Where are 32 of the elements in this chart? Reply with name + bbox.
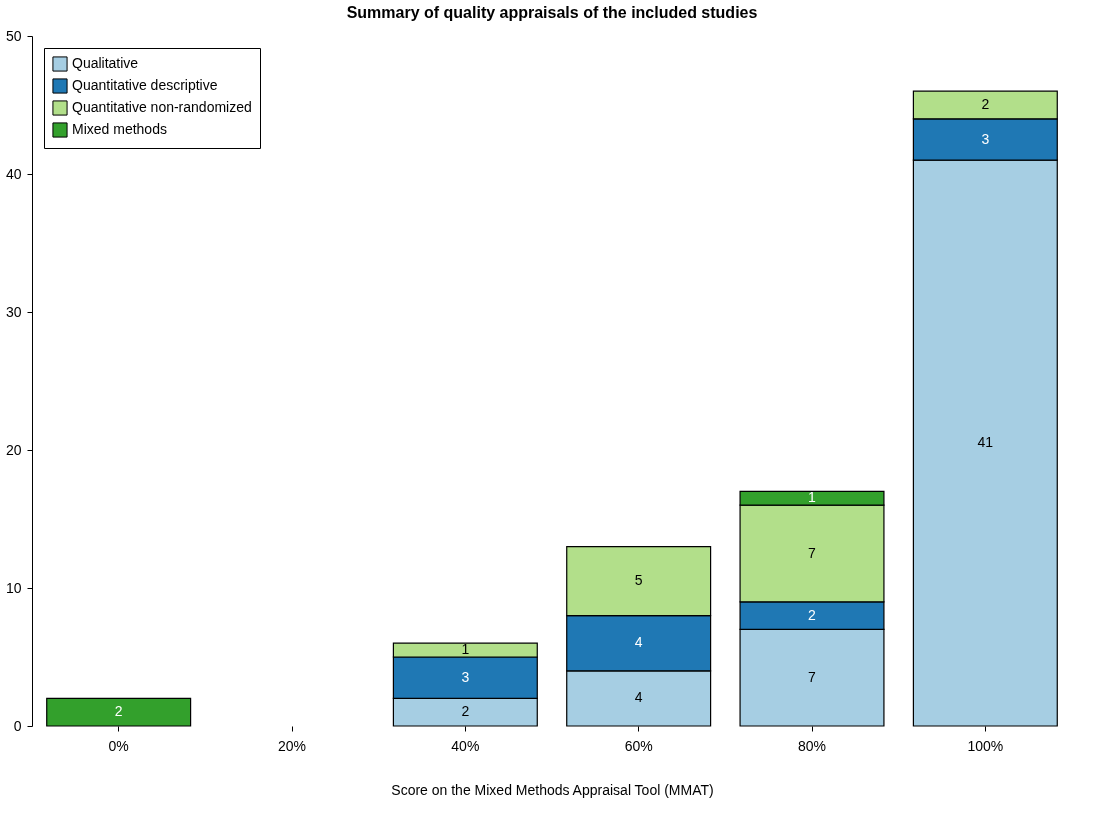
- data-label: 1: [461, 641, 470, 658]
- y-tick-label: 40: [5, 165, 22, 182]
- legend-label: Quantitative descriptive: [72, 77, 218, 93]
- data-label: 2: [114, 703, 123, 720]
- data-label: 2: [981, 96, 990, 112]
- y-tick-label: 0: [13, 717, 22, 734]
- y-tick-label: 50: [5, 27, 22, 44]
- chart-title: Summary of quality appraisals of the included studies: [346, 4, 758, 21]
- data-label: 5: [634, 572, 643, 589]
- legend-label: Quantitative non-randomized: [72, 99, 252, 115]
- data-label: 7: [808, 668, 817, 685]
- x-tick-label: 80%: [797, 737, 827, 754]
- x-tick-label: 60%: [624, 737, 653, 754]
- data-label: 3: [981, 130, 990, 147]
- x-tick-label: 0%: [108, 737, 129, 754]
- data-label: 4: [634, 689, 643, 706]
- data-label: 41: [977, 434, 994, 451]
- x-tick-label: 20%: [277, 737, 307, 754]
- data-label: 4: [634, 634, 643, 651]
- data-label: 3: [461, 668, 470, 685]
- data-label: 2: [808, 606, 817, 623]
- x-axis-title: Score on the Mixed Methods Appraisal Tool (MMAT): [391, 781, 714, 798]
- x-tick-label: 100%: [967, 737, 1004, 754]
- data-label: 1: [808, 489, 817, 506]
- y-tick-label: 30: [5, 303, 22, 320]
- data-label: 7: [808, 544, 817, 561]
- y-tick-label: 10: [5, 579, 22, 596]
- y-tick-label: 20: [5, 441, 22, 458]
- legend-label: Mixed methods: [72, 121, 167, 137]
- legend-label: Qualitative: [72, 55, 139, 71]
- data-label: 2: [461, 703, 470, 720]
- x-tick-label: 40%: [451, 737, 480, 754]
